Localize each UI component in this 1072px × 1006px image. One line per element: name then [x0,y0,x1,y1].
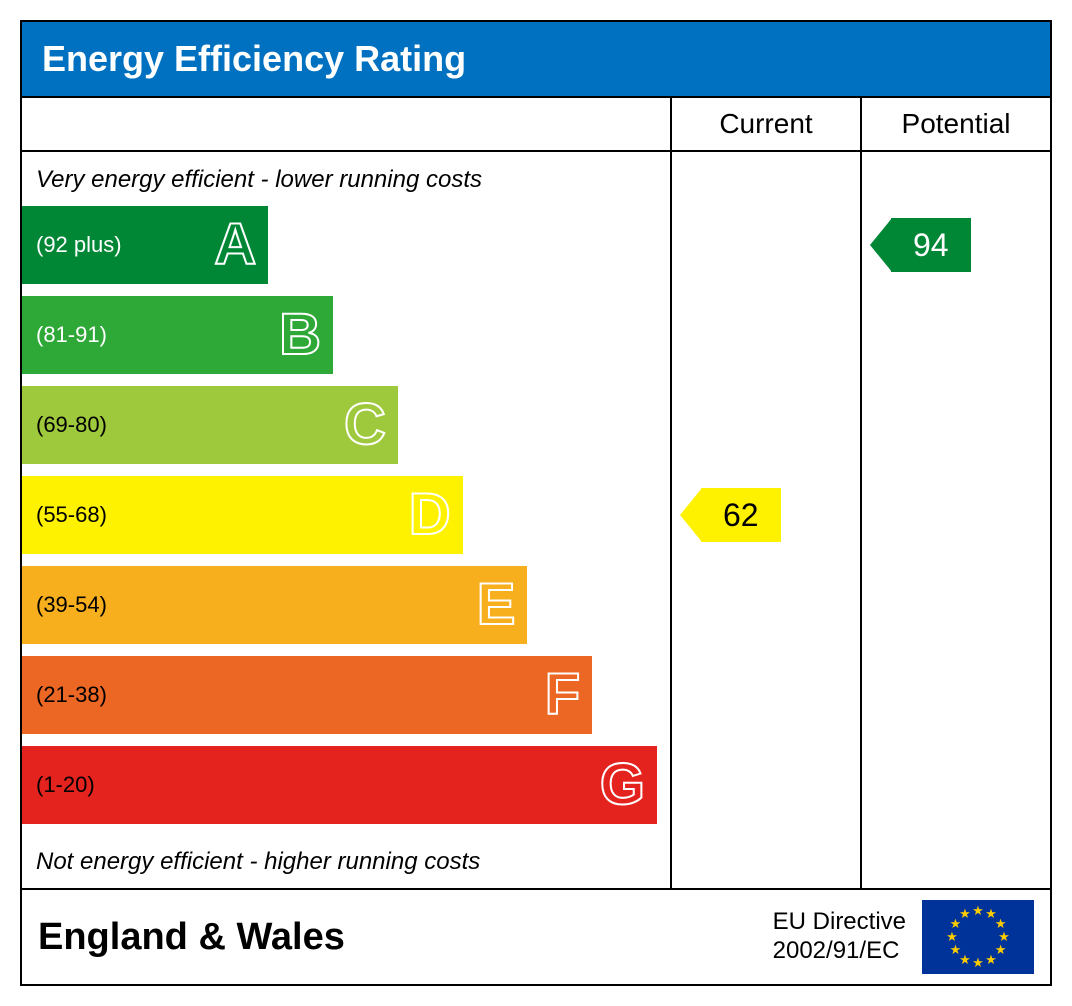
band-bar-b: (81-91) B [22,296,333,374]
directive-line1: EU Directive [773,908,906,937]
region-label: England & Wales [38,916,345,959]
band-row-b: (81-91) B [22,296,670,374]
band-row-c: (69-80) C [22,386,670,464]
band-letter-b: B [279,306,321,364]
band-bar-g: (1-20) G [22,746,657,824]
header-current: Current [670,98,860,152]
band-bar-a: (92 plus) A [22,206,268,284]
band-range-f: (21-38) [36,682,107,708]
bands-area: Very energy efficient - lower running co… [22,152,670,890]
band-range-c: (69-80) [36,412,107,438]
band-range-a: (92 plus) [36,232,122,258]
band-range-e: (39-54) [36,592,107,618]
potential-pointer-arrow-icon [870,218,892,272]
band-row-a: (92 plus) A [22,206,670,284]
band-row-d: (55-68) D [22,476,670,554]
current-pointer: 62 [680,488,799,542]
efficient-note: Very energy efficient - lower running co… [22,162,670,206]
current-pointer-value: 62 [701,488,781,542]
band-letter-d: D [409,486,451,544]
band-letter-f: F [545,666,580,724]
eu-star-icon: ★ [959,907,971,923]
band-row-e: (39-54) E [22,566,670,644]
rating-table: Current Potential Very energy efficient … [20,96,1052,986]
band-range-b: (81-91) [36,322,107,348]
band-bar-f: (21-38) F [22,656,592,734]
epc-chart: Energy Efficiency Rating Current Potenti… [20,20,1052,986]
band-row-f: (21-38) F [22,656,670,734]
title-bar: Energy Efficiency Rating [20,20,1052,96]
directive-line2: 2002/91/EC [773,937,906,966]
footer: England & Wales EU Directive 2002/91/EC … [22,890,1050,984]
band-letter-a: A [214,216,256,274]
potential-column: 94 [860,152,1050,890]
inefficient-note: Not energy efficient - higher running co… [22,836,670,882]
band-letter-g: G [600,756,645,814]
eu-star-icon: ★ [972,903,984,919]
header-potential: Potential [860,98,1050,152]
band-bar-e: (39-54) E [22,566,527,644]
directive-block: EU Directive 2002/91/EC ★★★★★★★★★★★★ [773,900,1034,974]
eu-star-icon: ★ [972,955,984,971]
current-column: 62 [670,152,860,890]
eu-flag-icon: ★★★★★★★★★★★★ [922,900,1034,974]
band-range-g: (1-20) [36,772,95,798]
band-bar-c: (69-80) C [22,386,398,464]
band-letter-c: C [344,396,386,454]
band-bar-d: (55-68) D [22,476,463,554]
band-letter-e: E [477,576,516,634]
band-range-d: (55-68) [36,502,107,528]
chart-title: Energy Efficiency Rating [42,38,466,79]
directive-text: EU Directive 2002/91/EC [773,908,906,966]
header-blank [22,98,670,152]
current-pointer-arrow-icon [680,488,702,542]
eu-star-icon: ★ [985,952,997,968]
potential-pointer-value: 94 [891,218,971,272]
potential-pointer: 94 [870,218,989,272]
band-row-g: (1-20) G [22,746,670,824]
